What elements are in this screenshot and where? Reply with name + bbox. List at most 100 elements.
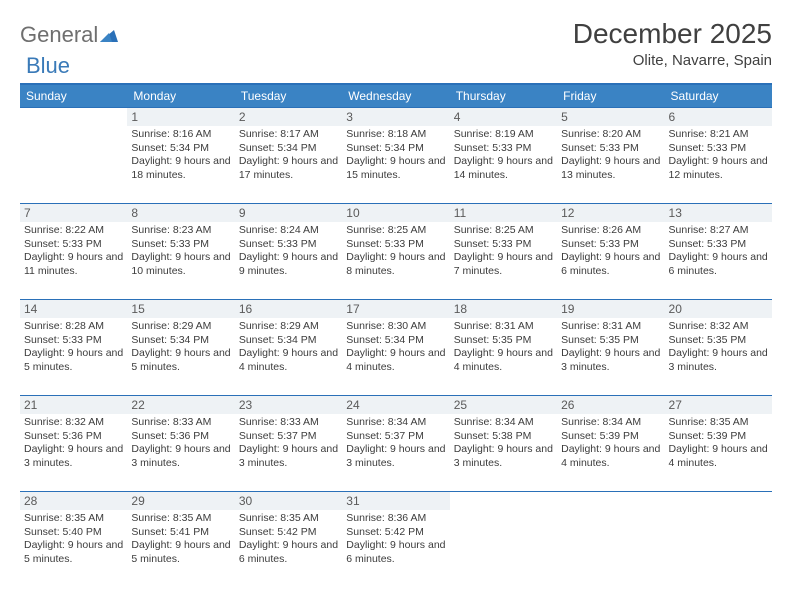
day-number: 31	[342, 492, 449, 510]
sunrise-text: Sunrise: 8:29 AM	[131, 320, 230, 334]
daylight-text: Daylight: 9 hours and 14 minutes.	[454, 155, 553, 182]
sunset-text: Sunset: 5:33 PM	[24, 238, 123, 252]
day-cell: 28Sunrise: 8:35 AMSunset: 5:40 PMDayligh…	[20, 492, 127, 588]
sunrise-text: Sunrise: 8:16 AM	[131, 128, 230, 142]
sunrise-text: Sunrise: 8:22 AM	[24, 224, 123, 238]
day-info: Sunrise: 8:31 AMSunset: 5:35 PMDaylight:…	[561, 320, 660, 375]
day-info: Sunrise: 8:27 AMSunset: 5:33 PMDaylight:…	[669, 224, 768, 279]
day-info: Sunrise: 8:35 AMSunset: 5:40 PMDaylight:…	[24, 512, 123, 567]
week-row: 28Sunrise: 8:35 AMSunset: 5:40 PMDayligh…	[20, 492, 772, 588]
sunrise-text: Sunrise: 8:34 AM	[346, 416, 445, 430]
day-cell: 8Sunrise: 8:23 AMSunset: 5:33 PMDaylight…	[127, 204, 234, 300]
daylight-text: Daylight: 9 hours and 13 minutes.	[561, 155, 660, 182]
day-number: 19	[557, 300, 664, 318]
day-number: 2	[235, 108, 342, 126]
sunrise-text: Sunrise: 8:31 AM	[561, 320, 660, 334]
sunrise-text: Sunrise: 8:32 AM	[669, 320, 768, 334]
daylight-text: Daylight: 9 hours and 3 minutes.	[669, 347, 768, 374]
day-info: Sunrise: 8:34 AMSunset: 5:38 PMDaylight:…	[454, 416, 553, 471]
sunrise-text: Sunrise: 8:25 AM	[454, 224, 553, 238]
sunset-text: Sunset: 5:40 PM	[24, 526, 123, 540]
day-cell: 5 Sunrise: 8:20 AMSunset: 5:33 PMDaylight…	[557, 108, 664, 204]
day-cell	[450, 492, 557, 588]
day-info: Sunrise: 8:33 AMSunset: 5:36 PMDaylight:…	[131, 416, 230, 471]
col-wednesday: Wednesday	[342, 85, 449, 108]
sunrise-text: Sunrise: 8:34 AM	[454, 416, 553, 430]
day-number: 7	[20, 204, 127, 222]
daylight-text: Daylight: 9 hours and 5 minutes.	[131, 347, 230, 374]
col-monday: Monday	[127, 85, 234, 108]
week-row: 21Sunrise: 8:32 AMSunset: 5:36 PMDayligh…	[20, 396, 772, 492]
day-number: 15	[127, 300, 234, 318]
daylight-text: Daylight: 9 hours and 3 minutes.	[346, 443, 445, 470]
day-number: 13	[665, 204, 772, 222]
sunrise-text: Sunrise: 8:25 AM	[346, 224, 445, 238]
day-cell: 29Sunrise: 8:35 AMSunset: 5:41 PMDayligh…	[127, 492, 234, 588]
sunrise-text: Sunrise: 8:35 AM	[24, 512, 123, 526]
daylight-text: Daylight: 9 hours and 3 minutes.	[561, 347, 660, 374]
day-cell: 9Sunrise: 8:24 AMSunset: 5:33 PMDaylight…	[235, 204, 342, 300]
day-cell: 11Sunrise: 8:25 AMSunset: 5:33 PMDayligh…	[450, 204, 557, 300]
day-cell: 17Sunrise: 8:30 AMSunset: 5:34 PMDayligh…	[342, 300, 449, 396]
day-cell: 31Sunrise: 8:36 AMSunset: 5:42 PMDayligh…	[342, 492, 449, 588]
day-cell	[665, 492, 772, 588]
day-number: 5	[557, 108, 664, 126]
col-saturday: Saturday	[665, 85, 772, 108]
logo-triangle-icon	[100, 22, 118, 48]
day-cell: 13 Sunrise: 8:27 AMSunset: 5:33 PMDayligh…	[665, 204, 772, 300]
day-info: Sunrise: 8:32 AMSunset: 5:36 PMDaylight:…	[24, 416, 123, 471]
week-row: 14Sunrise: 8:28 AMSunset: 5:33 PMDayligh…	[20, 300, 772, 396]
day-cell: 27Sunrise: 8:35 AMSunset: 5:39 PMDayligh…	[665, 396, 772, 492]
day-number: 22	[127, 396, 234, 414]
sunset-text: Sunset: 5:34 PM	[239, 334, 338, 348]
sunset-text: Sunset: 5:34 PM	[239, 142, 338, 156]
calendar-table: Sunday Monday Tuesday Wednesday Thursday…	[20, 85, 772, 587]
day-cell	[20, 108, 127, 204]
sunset-text: Sunset: 5:33 PM	[454, 142, 553, 156]
sunset-text: Sunset: 5:36 PM	[131, 430, 230, 444]
sunrise-text: Sunrise: 8:27 AM	[669, 224, 768, 238]
day-cell: 2Sunrise: 8:17 AMSunset: 5:34 PMDaylight…	[235, 108, 342, 204]
sunset-text: Sunset: 5:34 PM	[131, 142, 230, 156]
day-number: 11	[450, 204, 557, 222]
sunset-text: Sunset: 5:33 PM	[561, 238, 660, 252]
sunset-text: Sunset: 5:33 PM	[669, 238, 768, 252]
sunset-text: Sunset: 5:33 PM	[454, 238, 553, 252]
day-cell: 12Sunrise: 8:26 AMSunset: 5:33 PMDayligh…	[557, 204, 664, 300]
location-text: Olite, Navarre, Spain	[573, 52, 772, 69]
day-number: 3	[342, 108, 449, 126]
sunrise-text: Sunrise: 8:18 AM	[346, 128, 445, 142]
day-number: 10	[342, 204, 449, 222]
sunset-text: Sunset: 5:34 PM	[131, 334, 230, 348]
sunrise-text: Sunrise: 8:26 AM	[561, 224, 660, 238]
daylight-text: Daylight: 9 hours and 6 minutes.	[669, 251, 768, 278]
col-sunday: Sunday	[20, 85, 127, 108]
day-number: 20	[665, 300, 772, 318]
day-number: 8	[127, 204, 234, 222]
day-info: Sunrise: 8:18 AMSunset: 5:34 PMDaylight:…	[346, 128, 445, 183]
day-cell: 21Sunrise: 8:32 AMSunset: 5:36 PMDayligh…	[20, 396, 127, 492]
logo: General	[20, 22, 120, 48]
week-row: 1Sunrise: 8:16 AMSunset: 5:34 PMDaylight…	[20, 108, 772, 204]
daylight-text: Daylight: 9 hours and 10 minutes.	[131, 251, 230, 278]
day-info: Sunrise: 8:24 AMSunset: 5:33 PMDaylight:…	[239, 224, 338, 279]
day-number: 30	[235, 492, 342, 510]
day-cell: 16Sunrise: 8:29 AMSunset: 5:34 PMDayligh…	[235, 300, 342, 396]
sunset-text: Sunset: 5:33 PM	[131, 238, 230, 252]
day-info: Sunrise: 8:16 AMSunset: 5:34 PMDaylight:…	[131, 128, 230, 183]
day-cell: 18Sunrise: 8:31 AMSunset: 5:35 PMDayligh…	[450, 300, 557, 396]
sunset-text: Sunset: 5:36 PM	[24, 430, 123, 444]
sunrise-text: Sunrise: 8:36 AM	[346, 512, 445, 526]
day-number: 12	[557, 204, 664, 222]
day-cell: 24Sunrise: 8:34 AMSunset: 5:37 PMDayligh…	[342, 396, 449, 492]
sunset-text: Sunset: 5:34 PM	[346, 334, 445, 348]
day-cell: 30Sunrise: 8:35 AMSunset: 5:42 PMDayligh…	[235, 492, 342, 588]
day-info: Sunrise: 8:28 AMSunset: 5:33 PMDaylight:…	[24, 320, 123, 375]
day-info: Sunrise: 8:31 AMSunset: 5:35 PMDaylight:…	[454, 320, 553, 375]
daylight-text: Daylight: 9 hours and 15 minutes.	[346, 155, 445, 182]
sunset-text: Sunset: 5:34 PM	[346, 142, 445, 156]
daylight-text: Daylight: 9 hours and 17 minutes.	[239, 155, 338, 182]
day-number: 4	[450, 108, 557, 126]
day-info: Sunrise: 8:20 AMSunset: 5:33 PMDaylight:…	[561, 128, 660, 183]
day-cell: 7Sunrise: 8:22 AMSunset: 5:33 PMDaylight…	[20, 204, 127, 300]
